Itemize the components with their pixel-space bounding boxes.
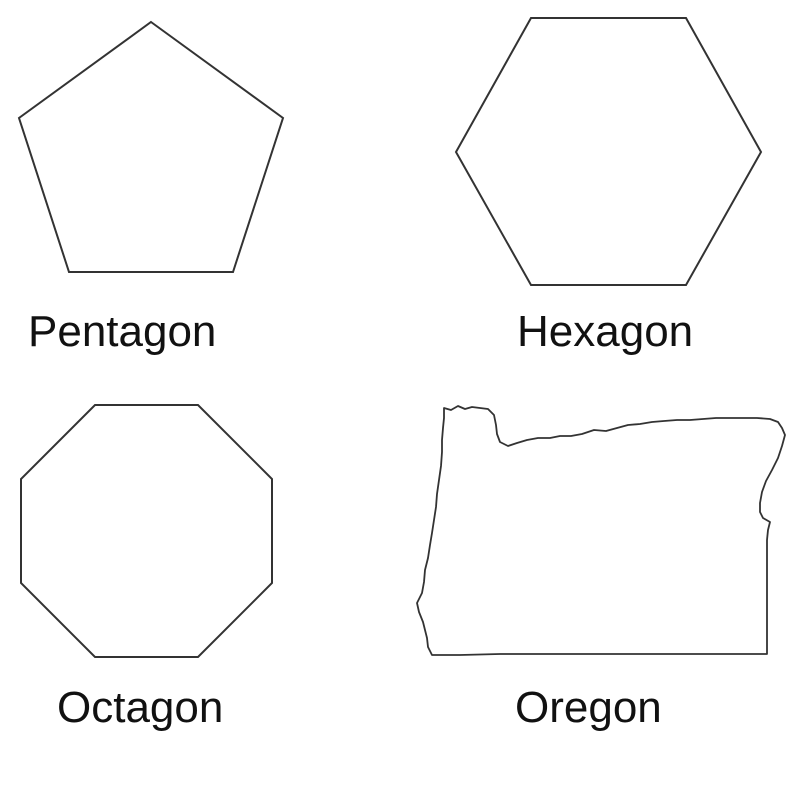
- oregon-label: Oregon: [515, 683, 662, 732]
- oregon-outline: [416, 405, 786, 656]
- hexagon-label: Hexagon: [517, 307, 694, 356]
- octagon-label: Octagon: [57, 683, 224, 732]
- hexagon-shape: [454, 17, 763, 286]
- pentagon-shape: [17, 20, 285, 273]
- octagon-shape: [20, 404, 273, 658]
- pentagon-label: Pentagon: [28, 307, 217, 356]
